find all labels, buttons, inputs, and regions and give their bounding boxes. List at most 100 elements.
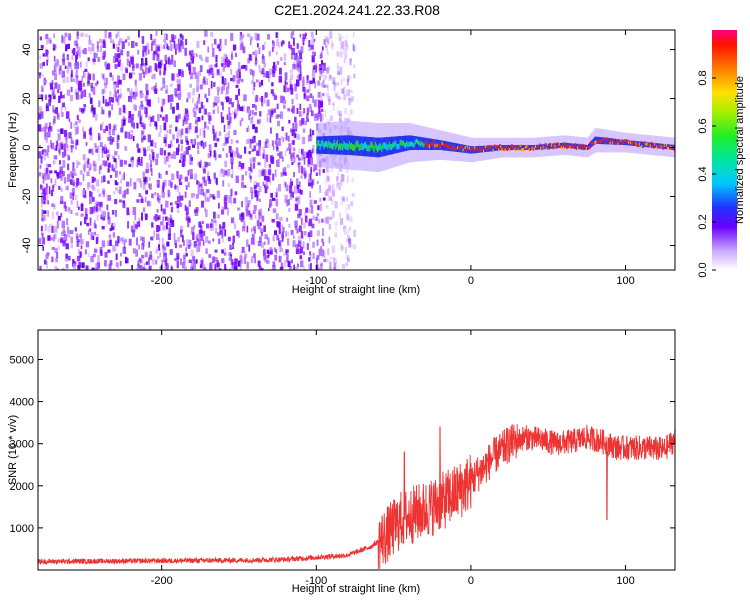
signal-core xyxy=(672,145,675,149)
noise-speckle xyxy=(193,242,197,248)
noise-speckle xyxy=(141,217,143,222)
signal-core xyxy=(663,144,666,147)
noise-speckle xyxy=(279,217,283,221)
noise-speckle xyxy=(56,252,59,259)
noise-speckle xyxy=(334,221,338,225)
noise-speckle xyxy=(200,101,204,109)
noise-speckle xyxy=(130,130,134,133)
noise-speckle xyxy=(113,83,116,90)
signal-core xyxy=(609,141,612,145)
noise-speckle xyxy=(190,72,194,79)
noise-speckle xyxy=(87,72,90,81)
signal-core xyxy=(604,137,607,141)
noise-speckle xyxy=(265,154,269,163)
noise-speckle xyxy=(334,232,337,237)
noise-speckle xyxy=(192,144,196,148)
noise-speckle xyxy=(141,130,145,135)
noise-speckle xyxy=(144,212,146,218)
noise-speckle xyxy=(105,102,109,107)
noise-speckle xyxy=(70,236,73,244)
noise-speckle xyxy=(326,37,330,44)
signal-core xyxy=(642,145,645,149)
noise-speckle xyxy=(186,98,189,103)
noise-speckle xyxy=(197,233,200,238)
noise-speckle xyxy=(193,224,196,229)
noise-speckle xyxy=(76,240,80,247)
signal-core xyxy=(396,144,399,150)
noise-speckle xyxy=(46,55,49,63)
noise-speckle xyxy=(337,111,341,116)
noise-speckle xyxy=(186,239,190,247)
noise-speckle xyxy=(323,74,327,80)
noise-speckle xyxy=(66,144,69,148)
signal-core xyxy=(415,138,418,144)
noise-speckle xyxy=(326,68,330,74)
noise-speckle xyxy=(317,205,320,211)
noise-speckle xyxy=(91,43,95,52)
noise-speckle xyxy=(253,228,256,234)
noise-speckle xyxy=(241,246,245,253)
colorbar-tick-label: 0.4 xyxy=(697,166,709,181)
noise-speckle xyxy=(60,107,63,113)
noise-speckle xyxy=(68,230,71,234)
noise-speckle xyxy=(228,146,232,153)
noise-speckle xyxy=(178,114,181,119)
noise-speckle xyxy=(353,73,356,79)
noise-speckle xyxy=(64,65,67,69)
signal-core xyxy=(527,146,530,150)
noise-speckle xyxy=(112,40,115,44)
noise-speckle xyxy=(87,229,90,235)
noise-speckle xyxy=(196,180,199,185)
spectrogram-xlabel: Height of straight line (km) xyxy=(292,284,420,296)
noise-speckle xyxy=(295,197,299,202)
y-tick-label: 5000 xyxy=(10,354,34,366)
noise-speckle xyxy=(131,160,134,168)
noise-speckle xyxy=(111,226,115,231)
noise-speckle xyxy=(57,245,60,250)
noise-speckle xyxy=(160,221,164,226)
noise-speckle xyxy=(208,72,210,77)
noise-speckle xyxy=(163,33,167,40)
noise-speckle xyxy=(336,268,340,270)
noise-speckle xyxy=(192,66,196,75)
noise-speckle xyxy=(122,73,126,80)
noise-speckle xyxy=(115,81,119,88)
noise-speckle xyxy=(98,169,101,175)
x-tick-label: -100 xyxy=(305,275,327,287)
noise-speckle xyxy=(311,42,315,46)
noise-speckle xyxy=(249,213,252,218)
noise-speckle xyxy=(224,229,226,237)
noise-speckle xyxy=(76,114,79,121)
noise-speckle xyxy=(63,130,67,137)
noise-speckle xyxy=(237,100,239,109)
noise-speckle xyxy=(313,65,317,73)
noise-speckle xyxy=(209,262,213,270)
noise-speckle xyxy=(133,122,135,129)
noise-speckle xyxy=(213,219,217,223)
snr-marks xyxy=(38,424,675,570)
noise-speckle xyxy=(231,244,234,248)
signal-band-outer xyxy=(650,142,653,148)
noise-speckle xyxy=(196,41,200,48)
noise-speckle xyxy=(339,113,342,121)
signal-core xyxy=(633,140,636,144)
noise-speckle xyxy=(127,88,130,92)
signal-core xyxy=(651,145,654,148)
noise-speckle xyxy=(63,145,66,153)
noise-speckle xyxy=(95,200,98,205)
noise-speckle xyxy=(156,209,159,213)
noise-speckle xyxy=(288,143,292,150)
signal-core xyxy=(400,140,403,146)
noise-speckle xyxy=(183,253,186,260)
noise-speckle xyxy=(245,65,248,71)
noise-speckle xyxy=(192,232,195,241)
noise-speckle xyxy=(230,217,235,224)
noise-speckle xyxy=(233,151,237,157)
noise-speckle xyxy=(187,92,191,99)
noise-speckle xyxy=(337,172,340,179)
noise-speckle xyxy=(308,218,313,226)
noise-speckle xyxy=(289,182,292,188)
noise-speckle xyxy=(112,155,116,159)
signal-core xyxy=(501,148,504,152)
noise-speckle xyxy=(104,160,108,167)
